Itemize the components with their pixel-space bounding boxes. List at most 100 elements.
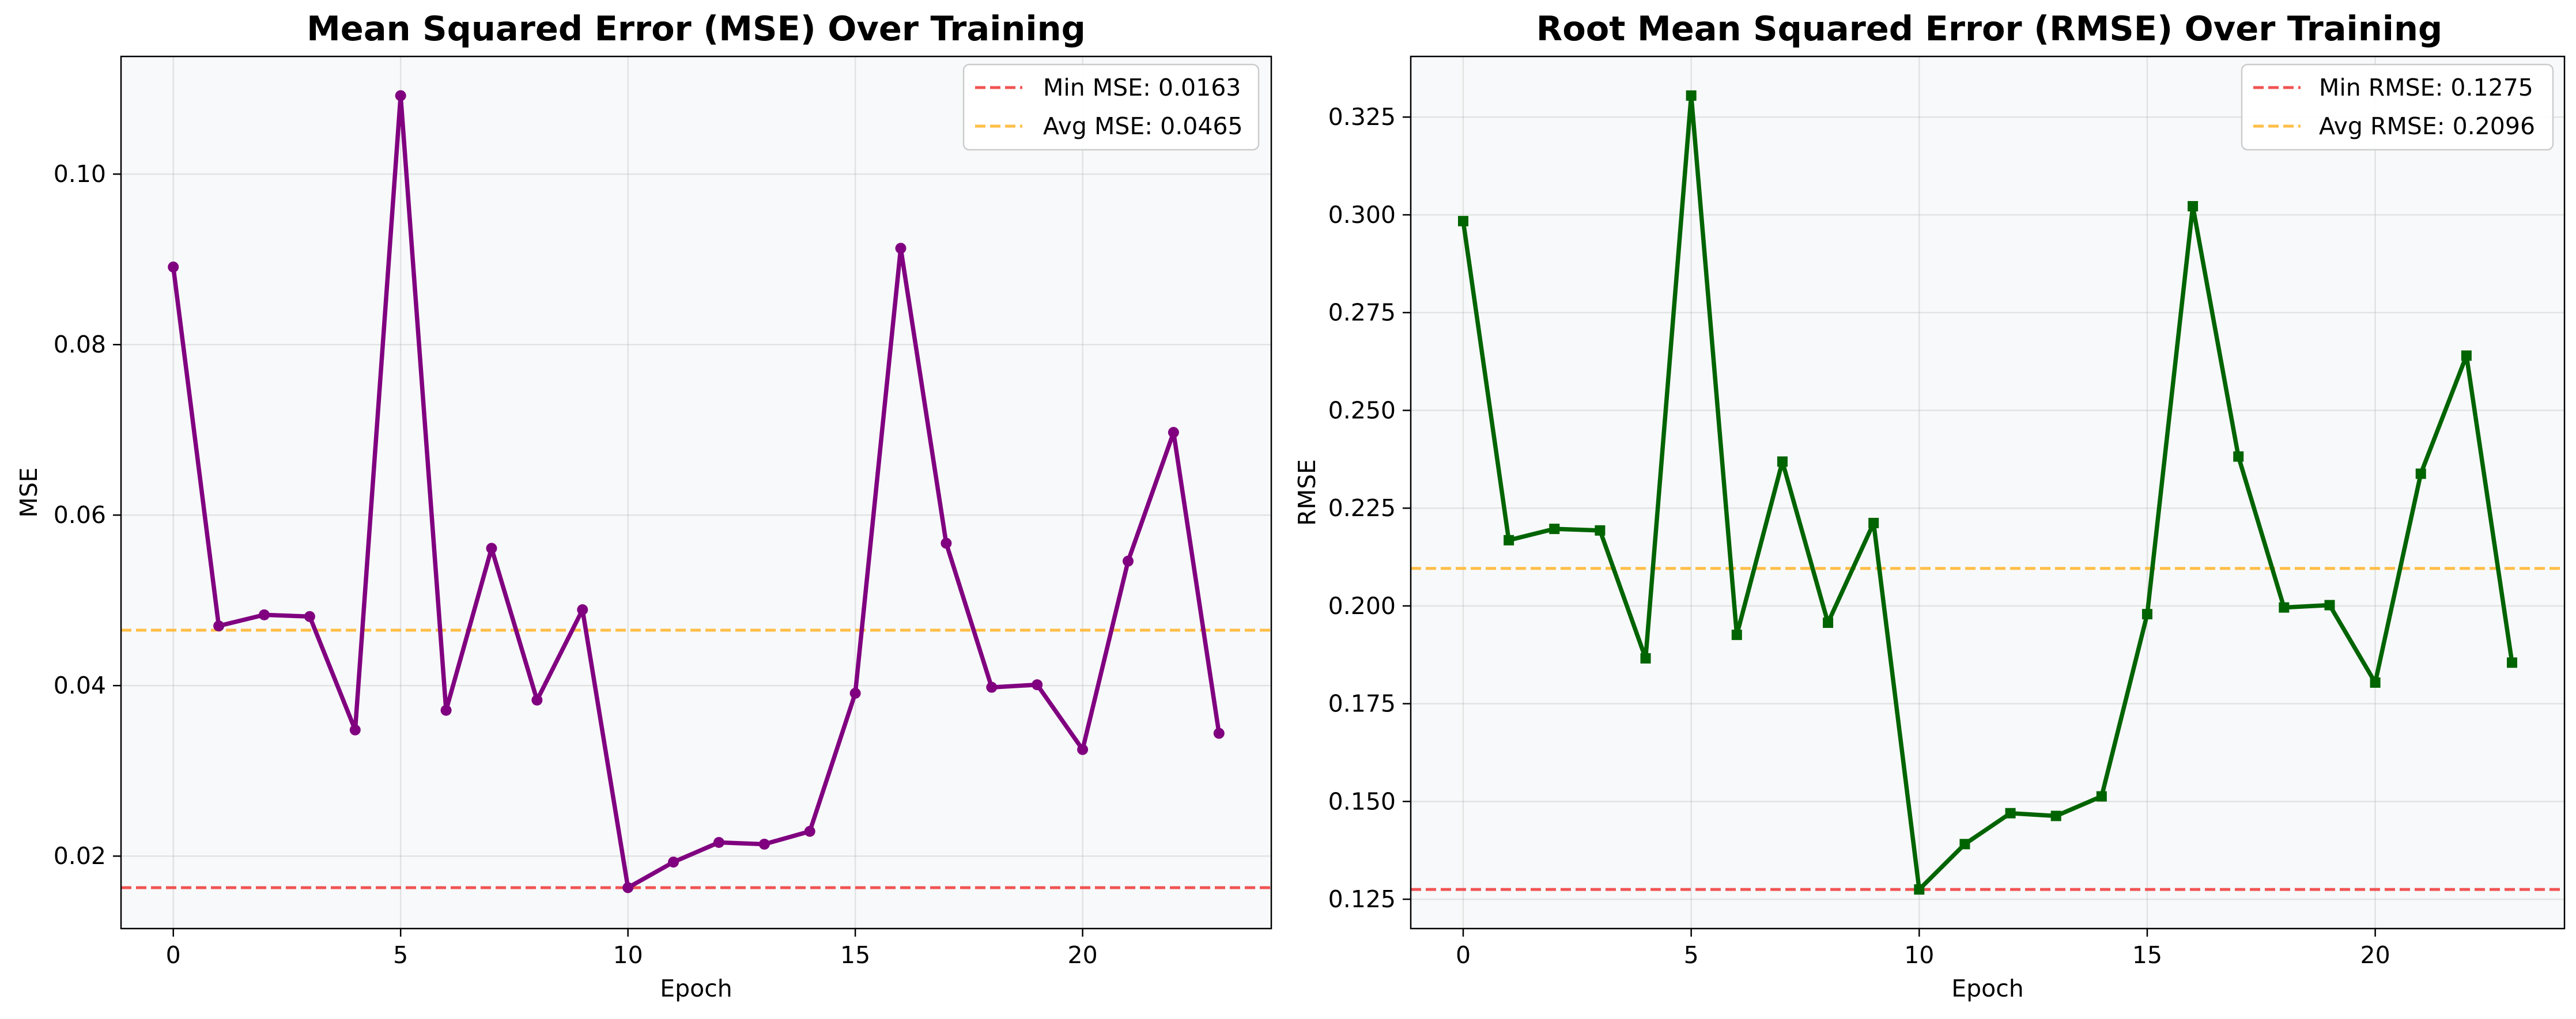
mse-data-point	[577, 604, 588, 615]
mse-data-point	[804, 825, 815, 837]
rmse-data-point	[2507, 657, 2517, 668]
rmse-x-tick-label: 20	[2360, 941, 2390, 969]
rmse-legend: Min RMSE: 0.1275 Avg RMSE: 0.2096	[2241, 63, 2554, 151]
mse-legend-min-label: Min MSE: 0.0163	[1043, 74, 1241, 101]
rmse-legend-avg-label: Avg RMSE: 0.2096	[2319, 112, 2535, 140]
rmse-x-axis-label: Epoch	[1951, 975, 2024, 1002]
rmse-plot-frame	[1410, 55, 2566, 930]
rmse-data-point	[2050, 810, 2061, 821]
rmse-y-tick-label: 0.175	[1328, 690, 1396, 718]
mse-series-line	[171, 93, 1222, 890]
rmse-data-point	[1640, 653, 1651, 664]
rmse-x-tick-label: 15	[2132, 941, 2162, 969]
rmse-y-tick-label: 0.200	[1328, 592, 1396, 620]
rmse-series	[1458, 90, 2517, 895]
rmse-chart-title: Root Mean Squared Error (RMSE) Over Trai…	[1536, 9, 2442, 48]
rmse-data-point	[2279, 602, 2290, 613]
mse-chart-title: Mean Squared Error (MSE) Over Training	[307, 9, 1086, 48]
mse-y-tick-label: 0.02	[54, 842, 106, 870]
mse-data-point	[486, 543, 497, 554]
mse-data-point	[1213, 728, 1225, 739]
rmse-y-tick-label: 0.250	[1328, 396, 1396, 424]
mse-data-point	[849, 688, 861, 699]
rmse-data-point	[1959, 839, 1970, 850]
mse-data-point	[304, 611, 315, 622]
rmse-y-tick-label: 0.275	[1328, 299, 1396, 327]
mse-x-axis-label: Epoch	[660, 975, 732, 1002]
rmse-chart: Root Mean Squared Error (RMSE) Over Trai…	[1293, 9, 2566, 1002]
rmse-data-point	[2415, 468, 2426, 479]
mse-data-point	[895, 243, 906, 254]
mse-data-point	[1032, 679, 1043, 691]
mse-y-tick-label: 0.08	[54, 331, 106, 358]
rmse-data-point	[1777, 456, 1788, 467]
mse-data-point	[531, 694, 543, 706]
mse-x-tick-label: 0	[166, 941, 181, 969]
mse-data-point	[1168, 427, 1179, 438]
mse-data-point	[668, 857, 679, 868]
rmse-data-point	[2370, 677, 2381, 688]
rmse-y-tick-label: 0.325	[1328, 103, 1396, 131]
rmse-data-point	[2005, 808, 2016, 819]
mse-data-point	[758, 838, 770, 850]
rmse-data-point	[1549, 524, 1560, 535]
mse-reference-lines	[121, 628, 1271, 889]
mse-legend: Min MSE: 0.0163 Avg MSE: 0.0465	[962, 63, 1260, 151]
rmse-plot-area	[1411, 56, 2564, 929]
mse-legend-avg-label: Avg MSE: 0.0465	[1043, 112, 1243, 140]
mse-x-tick-label: 15	[840, 941, 870, 969]
rmse-data-point	[1595, 525, 1606, 536]
rmse-series-line	[1461, 93, 2514, 892]
mse-gridlines	[121, 56, 1271, 929]
rmse-data-point	[1458, 215, 1468, 226]
rmse-y-tick-label: 0.300	[1328, 201, 1396, 229]
mse-x-tick-label: 5	[393, 941, 408, 969]
mse-y-axis-ticks: 0.02 0.04 0.06 0.08 0.10	[54, 160, 121, 870]
mse-series	[168, 90, 1225, 893]
mse-y-axis-label: MSE	[15, 467, 43, 517]
mse-data-point	[986, 681, 998, 693]
rmse-x-tick-label: 10	[1904, 941, 1934, 969]
rmse-gridlines	[1411, 56, 2564, 929]
rmse-y-tick-label: 0.225	[1328, 494, 1396, 522]
mse-x-axis-ticks: 0 5 10 15 20	[166, 929, 1098, 969]
mse-data-point	[213, 620, 225, 632]
rmse-y-axis-ticks: 0.125 0.150 0.175 0.200 0.225 0.250 0.275 0.300…	[1328, 103, 1411, 913]
rmse-data-point	[2096, 791, 2107, 802]
rmse-data-point	[1914, 884, 1925, 895]
rmse-reference-lines	[1411, 567, 2564, 891]
mse-data-point	[168, 262, 179, 273]
mse-data-point	[940, 537, 952, 549]
rmse-data-point	[2324, 600, 2335, 611]
rmse-x-axis-ticks: 0 5 10 15 20	[1456, 929, 2390, 969]
mse-data-point	[440, 704, 452, 716]
mse-data-point	[349, 724, 361, 736]
rmse-y-tick-label: 0.125	[1328, 885, 1396, 913]
rmse-data-point	[2233, 451, 2244, 462]
mse-y-tick-label: 0.06	[54, 501, 106, 529]
rmse-data-point	[2188, 201, 2199, 212]
rmse-y-axis-label: RMSE	[1293, 459, 1321, 526]
mse-data-point	[395, 90, 406, 101]
rmse-data-point	[1504, 535, 1514, 546]
mse-plot-area	[121, 56, 1271, 929]
rmse-data-point	[2461, 350, 2472, 361]
mse-y-tick-label: 0.10	[54, 160, 106, 188]
rmse-data-point	[1686, 90, 1697, 101]
rmse-legend-box	[2241, 63, 2554, 151]
mse-data-point	[713, 837, 724, 848]
mse-legend-box	[962, 63, 1260, 151]
rmse-data-point	[1823, 618, 1834, 628]
mse-x-tick-label: 10	[613, 941, 643, 969]
rmse-legend-min-label: Min RMSE: 0.1275	[2319, 74, 2533, 101]
mse-data-point	[1122, 555, 1134, 567]
mse-data-point	[259, 609, 270, 620]
rmse-x-tick-label: 0	[1456, 941, 1471, 969]
mse-y-tick-label: 0.04	[54, 672, 106, 699]
mse-chart: Mean Squared Error (MSE) Over Training 0…	[15, 9, 1272, 1002]
rmse-x-tick-label: 5	[1684, 941, 1699, 969]
rmse-y-tick-label: 0.150	[1328, 787, 1396, 815]
mse-data-point	[1077, 744, 1089, 755]
mse-data-point	[622, 882, 634, 893]
